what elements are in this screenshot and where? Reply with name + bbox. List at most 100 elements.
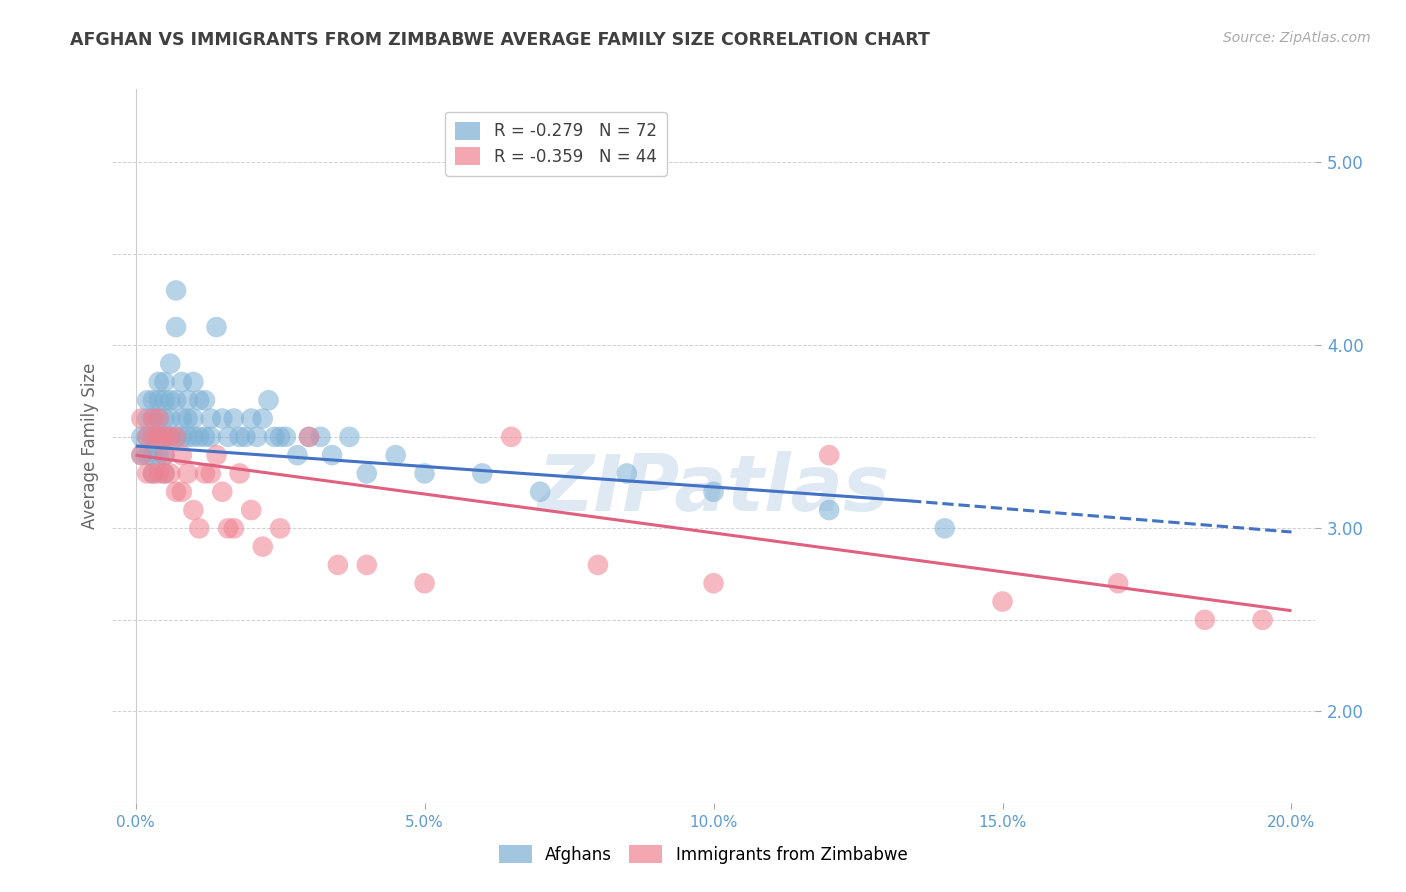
Point (298, 430, 321, 444)
Point (934, 521, 956, 535)
Point (339, 430, 361, 444)
Point (188, 521, 211, 535)
Point (200, 411, 222, 425)
Point (702, 484, 725, 499)
Point (222, 411, 245, 425)
Point (252, 411, 274, 425)
Point (298, 430, 321, 444)
Point (211, 484, 233, 499)
Point (818, 503, 841, 517)
Point (153, 393, 176, 408)
Point (217, 430, 239, 444)
Point (287, 448, 309, 462)
Point (153, 448, 176, 462)
Point (131, 411, 153, 425)
Point (136, 393, 159, 408)
Point (240, 503, 263, 517)
Point (356, 558, 378, 572)
Point (384, 448, 406, 462)
Point (702, 576, 725, 591)
Point (148, 467, 170, 481)
Point (194, 430, 217, 444)
Point (170, 448, 193, 462)
Point (148, 375, 170, 389)
Point (194, 393, 217, 408)
Point (176, 411, 198, 425)
Point (148, 430, 170, 444)
Point (269, 430, 291, 444)
Point (263, 430, 285, 444)
Point (211, 411, 233, 425)
Text: Source: ZipAtlas.com: Source: ZipAtlas.com (1223, 31, 1371, 45)
Point (501, 430, 523, 444)
Point (159, 393, 181, 408)
Point (205, 448, 228, 462)
Point (991, 594, 1014, 608)
Point (136, 430, 159, 444)
Point (1194, 613, 1216, 627)
Point (217, 521, 239, 535)
Point (471, 467, 494, 481)
Point (131, 448, 153, 462)
Point (413, 467, 436, 481)
Point (194, 467, 217, 481)
Point (142, 411, 165, 425)
Point (159, 411, 181, 425)
Point (176, 393, 198, 408)
Legend: Afghans, Immigrants from Zimbabwe: Afghans, Immigrants from Zimbabwe (492, 838, 914, 871)
Point (142, 467, 165, 481)
Point (136, 448, 159, 462)
Point (228, 430, 250, 444)
Point (309, 430, 332, 444)
Point (170, 484, 193, 499)
Point (165, 484, 187, 499)
Point (153, 448, 176, 462)
Point (586, 558, 609, 572)
Point (183, 430, 205, 444)
Point (235, 430, 257, 444)
Point (183, 503, 205, 517)
Point (356, 467, 378, 481)
Point (142, 430, 165, 444)
Point (1107, 576, 1129, 591)
Point (142, 448, 165, 462)
Point (153, 411, 176, 425)
Point (165, 284, 187, 298)
Point (1251, 613, 1274, 627)
Point (142, 411, 165, 425)
Point (176, 467, 198, 481)
Point (165, 430, 187, 444)
Point (228, 467, 250, 481)
Legend: R = -0.279   N = 72, R = -0.359   N = 44: R = -0.279 N = 72, R = -0.359 N = 44 (446, 112, 666, 176)
Point (257, 393, 280, 408)
Point (165, 320, 187, 334)
Point (176, 430, 198, 444)
Point (153, 430, 176, 444)
Point (326, 558, 349, 572)
Point (240, 411, 263, 425)
Point (413, 576, 436, 591)
Point (183, 375, 205, 389)
Point (148, 393, 170, 408)
Point (188, 393, 211, 408)
Point (153, 467, 176, 481)
Text: AFGHAN VS IMMIGRANTS FROM ZIMBABWE AVERAGE FAMILY SIZE CORRELATION CHART: AFGHAN VS IMMIGRANTS FROM ZIMBABWE AVERA… (70, 31, 931, 49)
Point (205, 320, 228, 334)
Point (321, 448, 343, 462)
Point (142, 430, 165, 444)
Point (529, 484, 551, 499)
Point (165, 393, 187, 408)
Point (131, 448, 153, 462)
Point (136, 430, 159, 444)
Point (159, 467, 181, 481)
Point (818, 448, 841, 462)
Point (159, 430, 181, 444)
Point (200, 467, 222, 481)
Point (188, 430, 211, 444)
Point (153, 375, 176, 389)
Point (148, 430, 170, 444)
Point (200, 430, 222, 444)
Point (183, 411, 205, 425)
Y-axis label: Average Family Size: Average Family Size (80, 363, 98, 529)
Point (142, 393, 165, 408)
